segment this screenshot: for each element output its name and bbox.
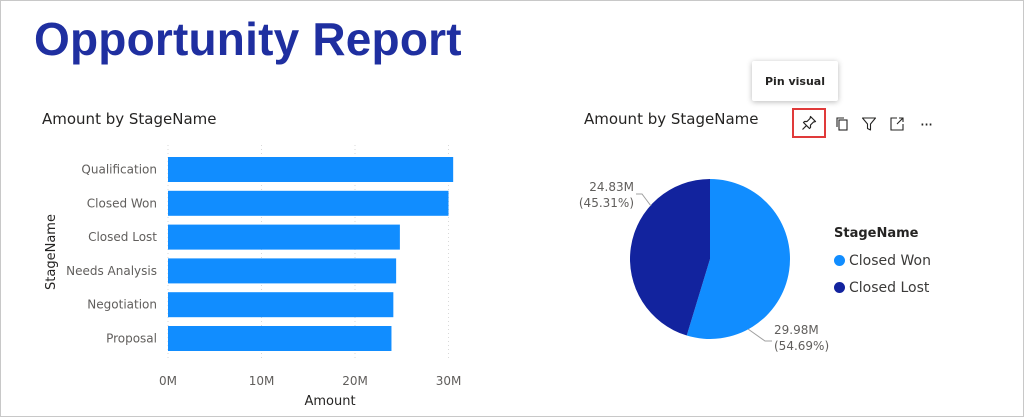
x-tick-label: 0M xyxy=(159,374,177,388)
copy-visual-button[interactable] xyxy=(828,110,856,138)
bar[interactable] xyxy=(168,326,392,351)
pin-visual-tooltip: Pin visual xyxy=(752,61,838,101)
x-axis-label: Amount xyxy=(304,394,355,409)
report-title: Opportunity Report xyxy=(34,13,462,65)
y-tick-label: Needs Analysis xyxy=(66,264,157,278)
focus-mode-icon xyxy=(890,117,904,131)
legend-title: StageName xyxy=(834,226,919,241)
focus-mode-button[interactable] xyxy=(883,110,911,138)
filter-icon xyxy=(861,117,877,131)
y-tick-label: Negotiation xyxy=(87,298,157,312)
y-axis-label: StageName xyxy=(44,214,59,290)
bar[interactable] xyxy=(168,157,454,182)
data-label-percent: (45.31%) xyxy=(579,196,634,210)
bar[interactable] xyxy=(168,224,400,250)
y-tick-label: Proposal xyxy=(106,332,157,346)
x-tick-label: 10M xyxy=(249,374,275,388)
legend-dot xyxy=(834,255,845,266)
pie-legend: StageName Closed Won Closed Lost xyxy=(834,226,931,301)
x-tick-label: 30M xyxy=(436,374,462,388)
legend-label: Closed Won xyxy=(849,252,931,269)
pie-slice[interactable] xyxy=(629,179,710,336)
pie-chart[interactable]: 29.98M (54.69%) 24.83M (45.31%) xyxy=(560,160,830,370)
leader-line xyxy=(636,193,652,207)
pie-chart-title: Amount by StageName xyxy=(584,110,759,128)
bar[interactable] xyxy=(168,292,394,318)
more-options-icon[interactable]: ··· xyxy=(919,114,933,134)
bar[interactable] xyxy=(168,190,449,216)
copy-icon xyxy=(836,117,848,131)
legend-item-closed-lost[interactable]: Closed Lost xyxy=(834,274,931,301)
filter-button[interactable] xyxy=(855,110,883,138)
leader-line xyxy=(747,328,772,342)
pin-icon xyxy=(802,115,817,130)
bar-chart-title: Amount by StageName xyxy=(42,110,217,128)
y-tick-label: Qualification xyxy=(81,163,157,177)
data-label-value: 29.98M xyxy=(774,323,819,337)
bar-chart[interactable]: 0M 10M 20M 30M Qualification Closed Won Closed… xyxy=(0,130,520,415)
bar[interactable] xyxy=(168,258,397,284)
pin-visual-button[interactable] xyxy=(792,108,826,138)
pie-slice[interactable] xyxy=(686,179,790,339)
legend-dot xyxy=(834,282,845,293)
legend-label: Closed Lost xyxy=(849,279,930,296)
x-tick-label: 20M xyxy=(342,374,368,388)
data-label-value: 24.83M xyxy=(589,180,634,194)
y-tick-label: Closed Won xyxy=(87,196,157,210)
y-tick-label: Closed Lost xyxy=(88,230,157,244)
legend-item-closed-won[interactable]: Closed Won xyxy=(834,247,931,274)
data-label-percent: (54.69%) xyxy=(774,339,829,353)
